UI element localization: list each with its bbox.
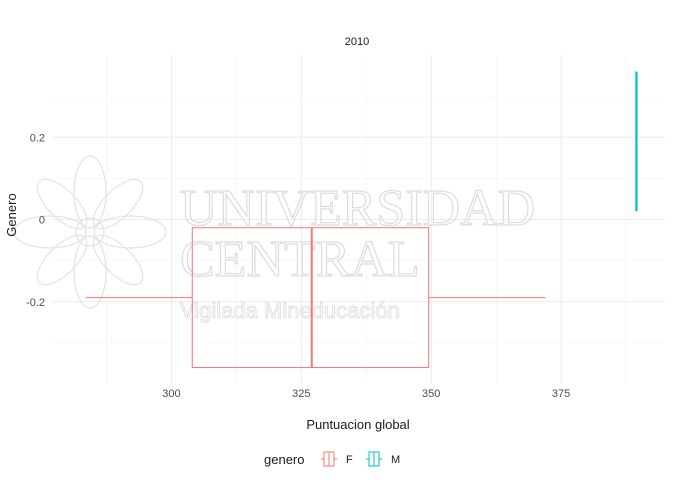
legend: genero F M [264,451,400,467]
legend-label-F: F [346,454,353,466]
legend-title: genero [264,452,304,467]
grid-lines [52,55,665,384]
flower-emblem-icon [13,155,167,309]
watermark-line1: UNIVERSIDAD [180,180,535,237]
x-axis-title: Puntuacion global [306,417,409,432]
y-axis-title: Genero [4,193,19,236]
x-tick-label: 325 [292,388,310,400]
x-tick-label: 375 [552,388,570,400]
x-axis-ticks: 300 325 350 375 [162,388,570,400]
watermark-line2: CENTRAL [180,231,420,288]
y-axis-ticks: -0.2 0 0.2 [26,132,45,309]
facet-strip-label: 2010 [345,36,369,48]
y-tick-label: -0.2 [26,297,45,309]
plot-marks [85,71,638,369]
watermark-line3: Vigilada Mineducación [180,298,400,323]
x-tick-label: 350 [422,388,440,400]
box-F [191,227,430,369]
legend-label-M: M [391,454,400,466]
y-tick-label: 0.2 [30,132,45,144]
x-tick-label: 300 [162,388,180,400]
y-tick-label: 0 [39,215,45,227]
